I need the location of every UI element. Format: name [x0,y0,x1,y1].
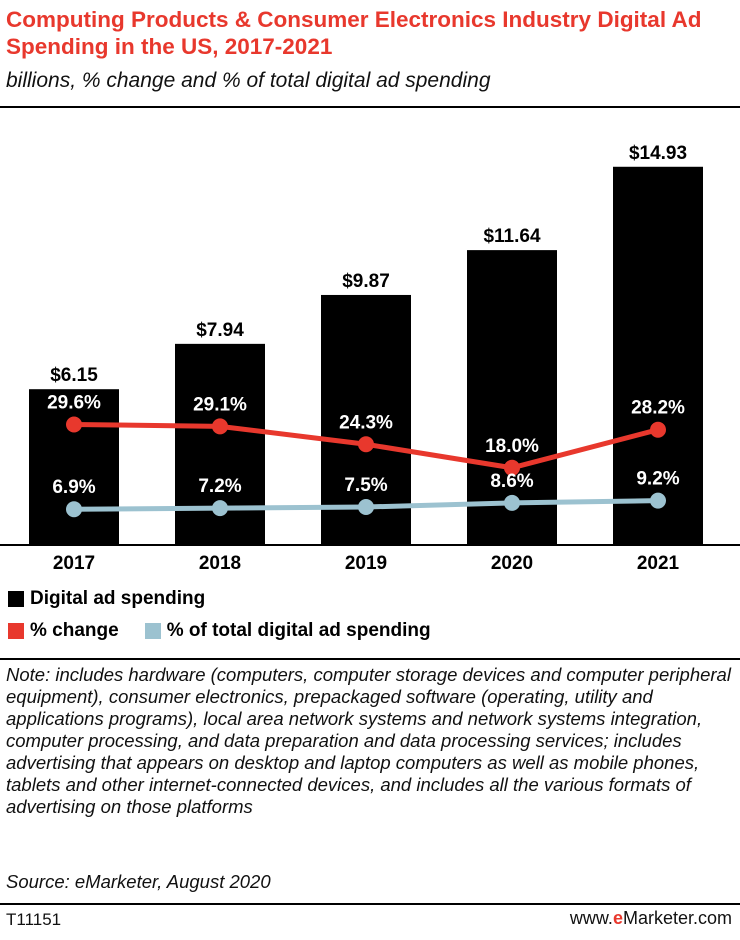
share-point [504,494,520,511]
bar-2017 [29,389,119,545]
x-tick-label: 2019 [345,553,387,574]
top-divider [0,106,740,108]
change-label: 29.1% [193,394,247,415]
share-label: 8.6% [490,471,533,492]
change-point [650,421,666,438]
share-point [650,492,666,509]
chart-id: T11151 [6,910,62,929]
share-point [66,501,82,518]
legend-change: % change % of total digital ad spending [8,620,431,642]
brand-name-rest: Marketer [622,908,693,928]
x-tick-label: 2018 [199,553,241,574]
share-label: 7.5% [344,475,387,496]
brand-initial: e [612,908,623,928]
x-tick-label: 2017 [53,553,95,574]
legend-label-spending: Digital ad spending [30,588,206,609]
change-point [504,459,520,476]
legend-swatch-share [144,623,161,639]
chart-source: Source: eMarketer, August 2020 [6,871,271,892]
bottom-divider [0,903,740,905]
share-label: 9.2% [636,469,679,490]
share-label: 6.9% [52,477,95,498]
chart-note: Note: includes hardware (computers, comp… [6,664,731,817]
change-label: 18.0% [485,436,539,457]
bar-value-label: $14.93 [629,143,687,164]
bar-value-label: $6.15 [50,365,98,386]
change-label: 24.3% [339,412,393,433]
share-point [212,500,228,517]
change-point [66,416,82,433]
chart-title: Computing Products & Consumer Electronic… [6,7,702,59]
bar-value-label: $11.64 [483,226,540,247]
x-tick-label: 2021 [637,553,680,574]
bar-2021 [613,166,703,546]
brand-suffix: .com [692,908,732,928]
bar-value-label: $9.87 [342,271,390,292]
chart-subtitle: billions, % change and % of total digita… [6,69,491,92]
share-label: 7.2% [198,476,241,497]
legend-swatch-spending [8,591,24,607]
chart-area: $6.15 2017 $7.94 2018 $9.87 2019 $11.64 2020 $14… [0,143,740,574]
x-tick-label: 2020 [491,553,533,574]
legend-swatch-change [8,623,24,639]
brand-link[interactable]: www.eMarketer.com [570,908,732,929]
brand-prefix: www. [569,908,613,928]
legend-label-change: % change [30,620,119,641]
change-point [212,418,228,435]
change-label: 28.2% [631,398,685,419]
legend-spending: Digital ad spending [8,588,205,610]
share-point [358,499,374,515]
note-divider [0,658,740,660]
bar-value-label: $7.94 [196,320,244,341]
legend-label-share: % of total digital ad spending [166,620,431,641]
change-label: 29.6% [47,392,101,413]
change-point [358,436,374,453]
